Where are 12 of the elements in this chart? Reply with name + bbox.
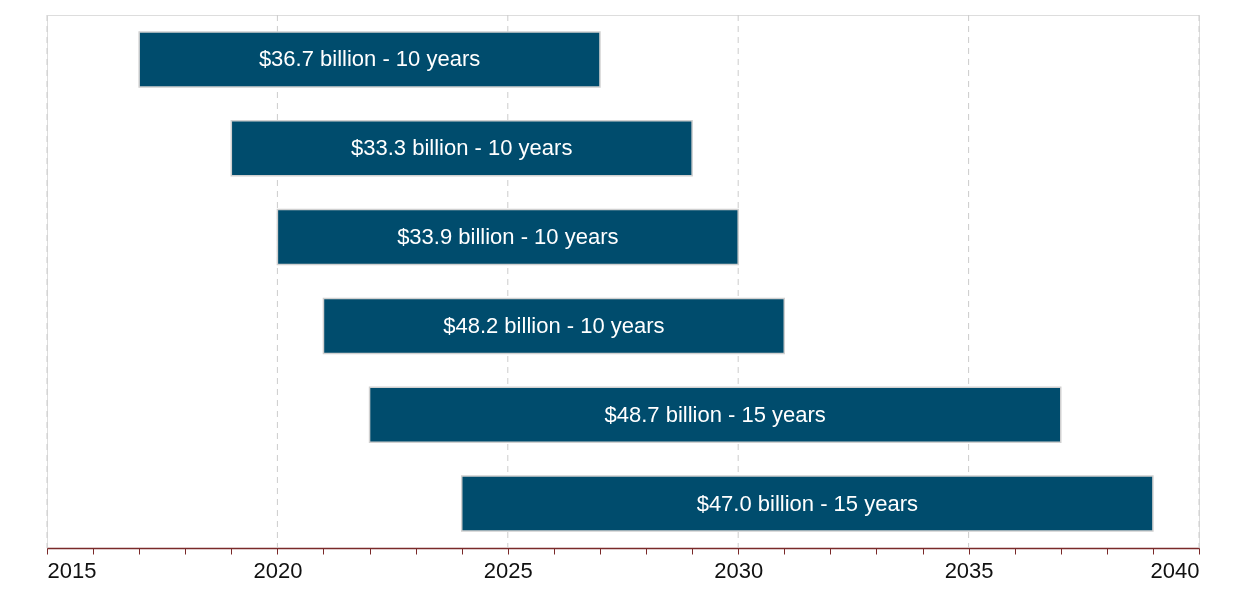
x-tick-label: 2020 [253,557,303,583]
annotation: $48.2 billion - 10 years [443,312,665,338]
x-tick-label: 2030 [714,557,764,583]
x-tick-label: 2015 [47,557,97,583]
annotation: $33.9 billion - 10 years [397,224,619,250]
annotation: $47.0 billion - 15 years [696,490,918,516]
x-tick-label: 2040 [1150,557,1200,583]
annotation: $33.3 billion - 10 years [351,135,573,161]
x-tick-label: 2025 [483,557,533,583]
x-tick-label: 2035 [944,557,994,583]
annotation: $36.7 billion - 10 years [258,46,481,72]
annotation: $48.7 billion - 15 years [604,401,826,427]
